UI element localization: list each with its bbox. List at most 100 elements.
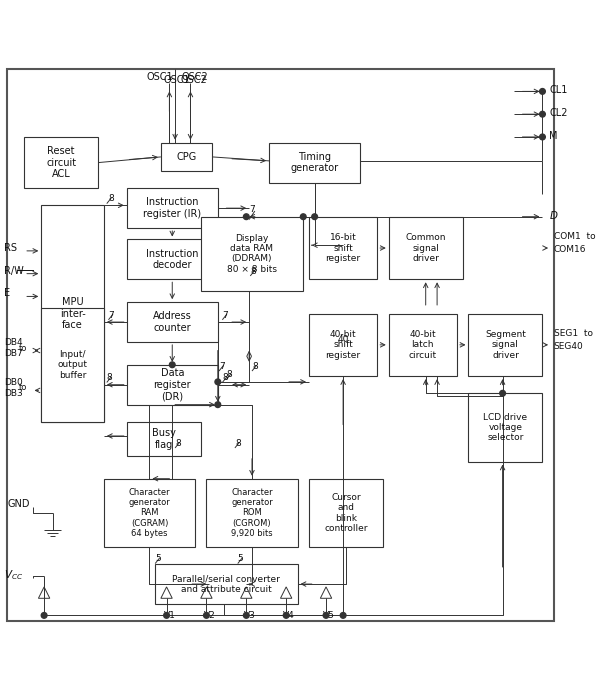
Text: OSC1: OSC1 <box>146 72 173 82</box>
Text: 16-bit
shift
register: 16-bit shift register <box>326 233 361 263</box>
Circle shape <box>539 88 545 94</box>
FancyBboxPatch shape <box>469 313 542 376</box>
Text: Input/
output
buffer: Input/ output buffer <box>58 350 88 380</box>
Circle shape <box>539 134 545 140</box>
FancyBboxPatch shape <box>269 143 360 183</box>
FancyBboxPatch shape <box>389 313 457 376</box>
Circle shape <box>500 391 505 396</box>
Text: 7: 7 <box>109 311 114 319</box>
Circle shape <box>169 362 175 367</box>
Text: to: to <box>19 343 27 352</box>
Text: DB3: DB3 <box>4 389 23 398</box>
Text: V4: V4 <box>283 611 295 620</box>
Text: Parallel/serial converter
and attribute circuit: Parallel/serial converter and attribute … <box>172 575 280 594</box>
Circle shape <box>215 379 221 384</box>
Text: CPG: CPG <box>176 152 197 162</box>
FancyBboxPatch shape <box>127 302 218 342</box>
Text: V1: V1 <box>164 611 176 620</box>
FancyBboxPatch shape <box>161 143 212 171</box>
Text: 7: 7 <box>249 205 255 214</box>
Text: 40-bit
latch
circuit: 40-bit latch circuit <box>409 330 437 360</box>
Circle shape <box>203 613 209 618</box>
FancyBboxPatch shape <box>309 479 383 547</box>
Text: Character
generator
RAM
(CGRAM)
64 bytes: Character generator RAM (CGRAM) 64 bytes <box>128 488 170 538</box>
Text: E: E <box>4 289 10 298</box>
Text: LCD drive
voltage
selector: LCD drive voltage selector <box>484 412 527 443</box>
Text: Segment
signal
driver: Segment signal driver <box>485 330 526 360</box>
Text: DB4: DB4 <box>4 338 23 347</box>
Text: 8: 8 <box>109 194 114 202</box>
Circle shape <box>323 613 329 618</box>
Text: 40-bit
shift
register: 40-bit shift register <box>326 330 361 360</box>
FancyBboxPatch shape <box>206 479 298 547</box>
Text: MPU
inter-
face: MPU inter- face <box>60 297 85 330</box>
Text: OSC2: OSC2 <box>181 75 208 85</box>
Circle shape <box>301 214 306 220</box>
FancyBboxPatch shape <box>389 217 463 279</box>
Text: 8: 8 <box>223 373 228 382</box>
Text: Cursor
and
blink
controller: Cursor and blink controller <box>324 492 368 533</box>
Text: Display
data RAM
(DDRAM)
80 × 8 bits: Display data RAM (DDRAM) 80 × 8 bits <box>227 234 277 274</box>
Circle shape <box>539 111 545 117</box>
Circle shape <box>283 613 289 618</box>
FancyBboxPatch shape <box>309 313 377 376</box>
Text: 5: 5 <box>155 554 161 564</box>
Text: Busy
flag: Busy flag <box>152 428 176 449</box>
FancyBboxPatch shape <box>127 365 218 405</box>
Text: Instruction
decoder: Instruction decoder <box>146 248 199 270</box>
Text: 8: 8 <box>235 438 241 447</box>
Text: 8: 8 <box>252 362 258 371</box>
FancyBboxPatch shape <box>127 188 218 228</box>
Text: CL2: CL2 <box>549 108 568 118</box>
FancyBboxPatch shape <box>127 422 201 456</box>
Text: V3: V3 <box>244 611 256 620</box>
Text: V2: V2 <box>203 611 215 620</box>
Text: 7: 7 <box>219 362 225 371</box>
Text: 8: 8 <box>107 373 113 382</box>
FancyBboxPatch shape <box>155 564 298 604</box>
Text: Instruction
register (IR): Instruction register (IR) <box>143 198 202 219</box>
Text: 8: 8 <box>175 438 181 447</box>
Text: to: to <box>19 384 27 393</box>
Circle shape <box>340 613 346 618</box>
Text: $V_{CC}$: $V_{CC}$ <box>4 568 23 582</box>
Text: COM16: COM16 <box>554 245 586 254</box>
Text: Common
signal
driver: Common signal driver <box>406 233 446 263</box>
Text: V5: V5 <box>323 611 335 620</box>
Text: 5: 5 <box>238 554 244 564</box>
Text: Address
counter: Address counter <box>153 311 191 333</box>
FancyBboxPatch shape <box>104 479 195 547</box>
FancyBboxPatch shape <box>309 217 377 279</box>
Text: Data
register
(DR): Data register (DR) <box>154 368 191 402</box>
Text: 40: 40 <box>337 335 349 344</box>
Circle shape <box>41 613 47 618</box>
Circle shape <box>312 214 317 220</box>
Text: SEG1  to: SEG1 to <box>554 329 593 339</box>
Text: OSC1: OSC1 <box>164 75 190 85</box>
Text: CL1: CL1 <box>549 86 568 95</box>
Text: M: M <box>549 131 558 141</box>
Text: Timing
generator: Timing generator <box>290 152 339 173</box>
Circle shape <box>215 402 221 408</box>
Text: SEG40: SEG40 <box>554 342 584 351</box>
Text: Character
generator
ROM
(CGROM)
9,920 bits: Character generator ROM (CGROM) 9,920 bi… <box>231 488 273 538</box>
FancyBboxPatch shape <box>24 137 98 188</box>
Text: DB0: DB0 <box>4 378 23 386</box>
Text: 8: 8 <box>226 370 232 380</box>
Text: GND: GND <box>7 499 29 509</box>
Text: RS: RS <box>4 243 17 253</box>
FancyBboxPatch shape <box>41 308 104 422</box>
Text: 7: 7 <box>223 311 228 319</box>
Text: D: D <box>549 211 557 220</box>
Circle shape <box>244 214 249 220</box>
Text: DB7: DB7 <box>4 350 23 358</box>
FancyBboxPatch shape <box>127 239 218 279</box>
Text: 8: 8 <box>250 267 256 276</box>
Text: R/W: R/W <box>4 265 24 276</box>
Text: Reset
circuit
ACL: Reset circuit ACL <box>46 146 76 179</box>
Circle shape <box>244 613 249 618</box>
FancyBboxPatch shape <box>469 393 542 462</box>
FancyBboxPatch shape <box>41 205 104 422</box>
Text: OSC2: OSC2 <box>182 72 208 82</box>
Text: COM1  to: COM1 to <box>554 233 595 241</box>
